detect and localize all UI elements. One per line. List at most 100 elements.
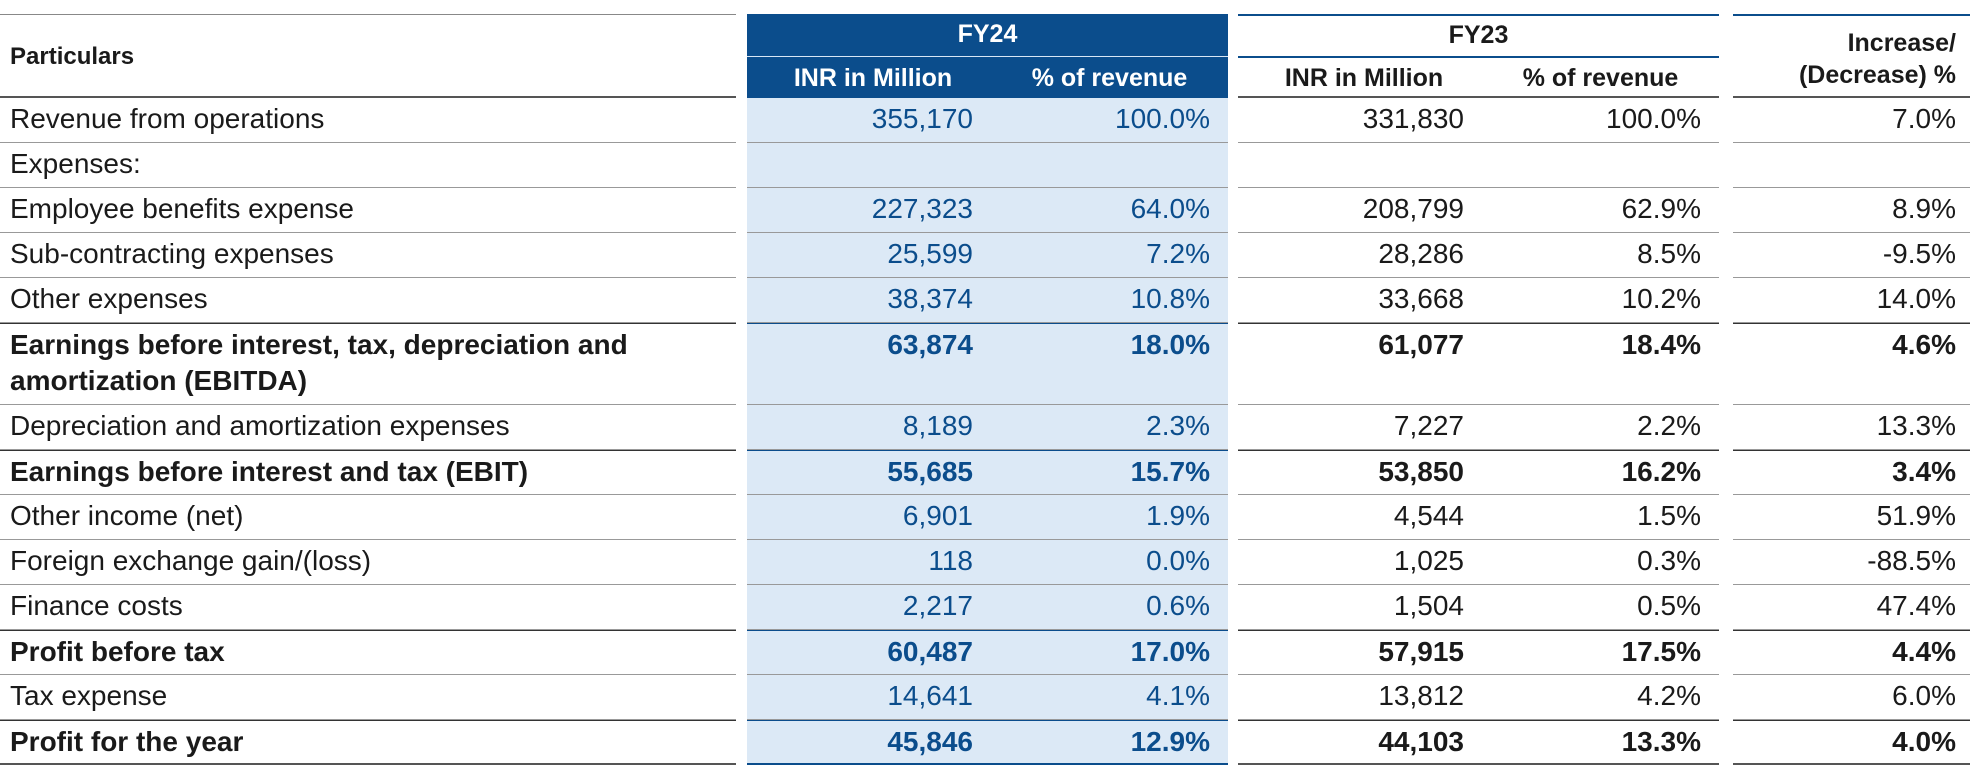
fy24-pct-value: 0.6% <box>1146 590 1210 621</box>
fy23-pct-value: 18.4% <box>1621 329 1701 360</box>
fy23-inr-value: 33,668 <box>1378 283 1464 314</box>
particulars-row: Finance costs <box>0 585 736 630</box>
change-value: 8.9% <box>1892 193 1956 224</box>
fy24-row: 25,599 7.2% <box>747 233 1228 278</box>
row-label: Depreciation and amortization expenses <box>10 410 510 441</box>
fy23-inr-value: 57,915 <box>1378 636 1464 667</box>
fy24-inr-value: 45,846 <box>887 726 973 757</box>
fy23-inr-header: INR in Million <box>1284 64 1444 92</box>
fy23-pct-value: 17.5% <box>1621 636 1701 667</box>
fy24-row: 38,374 10.8% <box>747 278 1228 323</box>
fy23-row: 1,504 0.5% <box>1238 585 1719 630</box>
increase-row: 3.4% <box>1733 450 1970 495</box>
change-value: -9.5% <box>1882 238 1956 269</box>
fy23-row: 33,668 10.2% <box>1238 278 1719 323</box>
fy23-inr-value: 13,812 <box>1378 680 1464 711</box>
increase-row: -9.5% <box>1733 233 1970 278</box>
particulars-row: Foreign exchange gain/(loss) <box>0 540 736 585</box>
change-value: 7.0% <box>1892 103 1956 134</box>
row-label: Earnings before interest, tax, depreciat… <box>10 329 628 396</box>
fy24-header: FY24 <box>957 20 1018 48</box>
fy23-pct-value: 16.2% <box>1621 456 1701 487</box>
increase-row: 51.9% <box>1733 495 1970 540</box>
fy23-inr-value: 44,103 <box>1378 726 1464 757</box>
fy24-inr-value: 2,217 <box>902 590 973 621</box>
increase-row: 4.6% <box>1733 323 1970 405</box>
fy24-row: 355,170 100.0% <box>747 98 1228 143</box>
change-value: 14.0% <box>1876 283 1956 314</box>
fy23-row: 53,850 16.2% <box>1238 450 1719 495</box>
fy23-pct-value: 10.2% <box>1621 283 1701 314</box>
row-label: Expenses: <box>10 148 141 179</box>
increase-row: 4.0% <box>1733 720 1970 765</box>
fy23-inr-value: 28,286 <box>1378 238 1464 269</box>
increase-header: Increase/ (Decrease) % <box>1799 27 1956 91</box>
fy24-pct-value: 7.2% <box>1146 238 1210 269</box>
fy24-row: 118 0.0% <box>747 540 1228 585</box>
fy24-pct-value: 1.9% <box>1146 500 1210 531</box>
fy23-inr-value: 4,544 <box>1393 500 1464 531</box>
fy23-pct-value: 13.3% <box>1621 726 1701 757</box>
increase-row: 4.4% <box>1733 630 1970 675</box>
fy24-pct-value: 2.3% <box>1146 410 1210 441</box>
particulars-row: Sub-contracting expenses <box>0 233 736 278</box>
fy23-pct-value: 1.5% <box>1637 500 1701 531</box>
fy24-inr-header: INR in Million <box>793 64 953 92</box>
increase-row: 47.4% <box>1733 585 1970 630</box>
increase-row <box>1733 143 1970 188</box>
fy23-pct-header: % of revenue <box>1522 64 1679 92</box>
fy24-row: 55,685 15.7% <box>747 450 1228 495</box>
fy24-pct-value: 100.0% <box>1115 103 1210 134</box>
fy24-row: 8,189 2.3% <box>747 405 1228 450</box>
fy24-row: 63,874 18.0% <box>747 323 1228 405</box>
fy23-row: 57,915 17.5% <box>1238 630 1719 675</box>
fy24-row: 45,846 12.9% <box>747 720 1228 765</box>
fy24-row: 2,217 0.6% <box>747 585 1228 630</box>
particulars-row: Tax expense <box>0 675 736 720</box>
fy23-row: 331,830 100.0% <box>1238 98 1719 143</box>
increase-header-line: Increase/ <box>1847 29 1956 57</box>
fy24-row: 14,641 4.1% <box>747 675 1228 720</box>
fy24-pct-value: 15.7% <box>1130 456 1210 487</box>
fy24-pct-header: % of revenue <box>1031 64 1188 92</box>
fy23-row: 1,025 0.3% <box>1238 540 1719 585</box>
change-value: 13.3% <box>1876 410 1956 441</box>
fy24-row: 60,487 17.0% <box>747 630 1228 675</box>
increase-row: 7.0% <box>1733 98 1970 143</box>
fy24-inr-value: 355,170 <box>871 103 973 134</box>
particulars-row: Depreciation and amortization expenses <box>0 405 736 450</box>
particulars-row: Other expenses <box>0 278 736 323</box>
fy23-inr-value: 53,850 <box>1378 456 1464 487</box>
fy23-row: 61,077 18.4% <box>1238 323 1719 405</box>
particulars-row: Earnings before interest and tax (EBIT) <box>0 450 736 495</box>
particulars-column: Particulars Revenue from operations Expen… <box>0 14 736 765</box>
particulars-row: Earnings before interest, tax, depreciat… <box>0 323 736 405</box>
fy23-inr-value: 1,504 <box>1393 590 1464 621</box>
row-label: Finance costs <box>10 590 183 621</box>
fy24-inr-value: 14,641 <box>887 680 973 711</box>
fy24-pct-value: 0.0% <box>1146 545 1210 576</box>
particulars-row: Other income (net) <box>0 495 736 540</box>
fy24-inr-value: 63,874 <box>887 329 973 360</box>
change-value: 4.6% <box>1892 329 1956 360</box>
change-value: -88.5% <box>1867 545 1956 576</box>
fy23-row: 44,103 13.3% <box>1238 720 1719 765</box>
fy24-inr-value: 25,599 <box>887 238 973 269</box>
fy23-row: 7,227 2.2% <box>1238 405 1719 450</box>
increase-row: 6.0% <box>1733 675 1970 720</box>
row-label: Other expenses <box>10 283 208 314</box>
fy23-inr-value: 1,025 <box>1393 545 1464 576</box>
fy24-row: 227,323 64.0% <box>747 188 1228 233</box>
change-value: 47.4% <box>1876 590 1956 621</box>
row-label: Sub-contracting expenses <box>10 238 334 269</box>
fy24-inr-value: 118 <box>928 545 973 576</box>
fy24-inr-value: 60,487 <box>887 636 973 667</box>
fy24-inr-value: 8,189 <box>902 410 973 441</box>
increase-row: -88.5% <box>1733 540 1970 585</box>
fy23-inr-value: 331,830 <box>1362 103 1464 134</box>
fy23-inr-value: 61,077 <box>1378 329 1464 360</box>
particulars-row: Expenses: <box>0 143 736 188</box>
particulars-row: Revenue from operations <box>0 98 736 143</box>
particulars-row: Profit before tax <box>0 630 736 675</box>
